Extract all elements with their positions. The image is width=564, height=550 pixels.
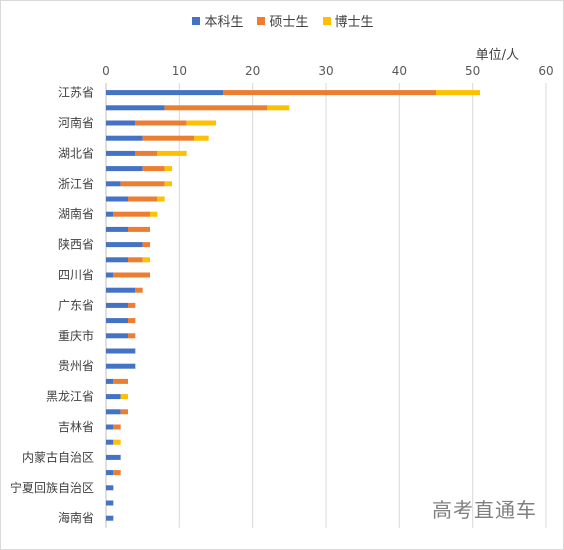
bar-0-6 [106,181,121,187]
bar-2-11 [142,257,150,263]
bar-2-23 [113,439,121,445]
x-tick-label-1: 10 [172,64,187,78]
category-label-22: 吉林省 [58,420,94,434]
bar-0-0 [106,90,224,96]
bar-0-16 [106,333,128,339]
bar-0-23 [106,439,114,445]
bar-1-2 [135,120,187,126]
x-tick-label-6: 60 [538,64,553,78]
bar-0-20 [106,394,121,400]
bar-0-10 [106,242,143,248]
category-label-12: 四川省 [58,268,94,282]
legend-item-undergrad: 本科生 [192,11,243,30]
bar-2-8 [150,211,158,217]
bar-0-14 [106,302,128,308]
x-tick-label-2: 20 [245,64,260,78]
legend-item-master: 硕士生 [257,11,309,30]
bar-2-1 [267,105,290,111]
bar-0-1 [106,105,165,111]
bar-0-11 [106,257,128,263]
bar-0-19 [106,378,114,384]
bar-1-9 [128,226,150,232]
legend-label-doctoral: 博士生 [334,15,374,30]
bar-2-4 [157,150,187,156]
legend-label-undergrad: 本科生 [204,15,244,30]
x-tick-label-4: 40 [392,64,407,78]
category-label-10: 陕西省 [58,237,94,252]
bar-0-28 [106,515,114,521]
category-label-26: 宁夏回族自治区 [10,480,94,495]
category-label-28: 海南省 [58,510,94,525]
bar-2-20 [120,394,128,400]
bar-1-14 [128,302,136,308]
bar-1-11 [128,257,143,263]
bar-1-1 [164,105,268,111]
bar-1-12 [113,272,150,278]
bar-0-4 [106,150,136,156]
unit-label: 单位/人 [475,48,519,63]
bar-0-15 [106,318,128,324]
x-tick-label-3: 30 [318,64,333,78]
category-label-4: 湖北省 [58,145,94,160]
category-label-2: 河南省 [58,115,94,130]
bar-0-12 [106,272,114,278]
bar-2-0 [436,90,480,96]
bar-1-4 [135,150,158,156]
bar-0-8 [106,211,114,217]
category-label-18: 贵州省 [58,359,94,373]
category-label-0: 江苏省 [58,86,94,100]
bar-0-17 [106,348,136,354]
bar-1-15 [128,318,136,324]
bar-1-16 [128,333,136,339]
bar-2-6 [164,181,172,187]
bar-0-5 [106,166,143,172]
bar-0-18 [106,363,136,369]
category-label-8: 湖南省 [58,206,94,221]
bar-0-2 [106,120,136,126]
bar-2-7 [157,196,165,202]
bar-0-21 [106,409,121,415]
bar-0-27 [106,500,114,506]
bar-0-13 [106,287,136,293]
legend-swatch-undergrad [192,16,201,25]
category-label-14: 广东省 [58,298,94,312]
bar-1-7 [128,196,158,202]
bar-0-22 [106,424,114,430]
bar-1-25 [113,470,121,476]
bar-0-3 [106,135,143,141]
bar-0-7 [106,196,128,202]
watermark: 高考直通车 [432,498,537,522]
bar-2-2 [186,120,216,126]
legend-swatch-doctoral [322,16,331,25]
bar-1-0 [223,90,436,96]
legend-item-doctoral: 博士生 [322,11,374,30]
legend-swatch-master [257,16,266,25]
bar-0-9 [106,226,128,232]
bar-1-10 [142,242,150,248]
category-label-16: 重庆市 [58,328,94,343]
x-tick-label-5: 50 [465,64,480,78]
bar-1-19 [113,378,128,384]
bar-1-13 [135,287,143,293]
legend: 本科生 硕士生 博士生 [1,11,564,30]
bar-1-8 [113,211,150,217]
category-label-24: 内蒙古自治区 [22,449,94,464]
x-tick-label-0: 0 [102,64,110,78]
bar-0-26 [106,485,114,491]
bar-2-3 [194,135,209,141]
bar-1-3 [142,135,194,141]
bar-1-22 [113,424,121,430]
category-label-20: 黑龙江省 [46,390,94,404]
bar-1-5 [142,166,165,172]
bar-1-6 [120,181,165,187]
bar-2-5 [164,166,172,172]
bar-0-24 [106,454,121,460]
legend-label-master: 硕士生 [269,15,309,30]
bar-1-21 [120,409,128,415]
category-label-6: 浙江省 [58,177,94,191]
bar-0-25 [106,470,114,476]
